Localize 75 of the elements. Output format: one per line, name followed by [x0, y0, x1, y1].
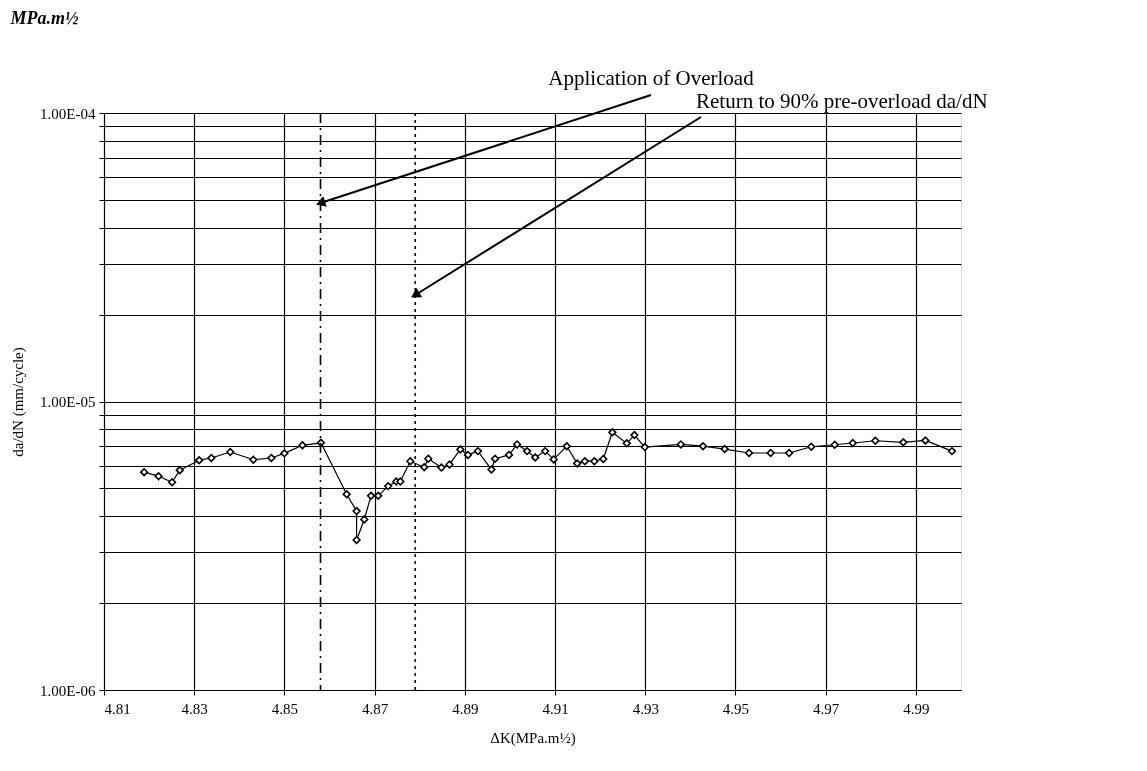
point	[573, 459, 582, 468]
ref-line-label: Return to 90% pre-overload da/dN	[696, 89, 988, 113]
x-tick-label: 4.89	[452, 700, 479, 717]
x-tick-label: 4.91	[542, 700, 569, 717]
point	[406, 457, 415, 466]
point	[549, 455, 558, 464]
point	[352, 535, 361, 545]
point	[599, 454, 608, 464]
y-axis-title: da/dN (mm/cycle)	[10, 347, 28, 457]
point	[630, 430, 639, 440]
point	[522, 446, 532, 456]
point	[437, 463, 446, 472]
point	[490, 454, 500, 463]
ref-line-label: Application of Overload	[548, 66, 755, 90]
point	[807, 442, 816, 451]
point	[267, 453, 276, 463]
point	[513, 440, 522, 449]
point	[608, 428, 617, 437]
point	[384, 481, 393, 491]
point	[848, 438, 857, 448]
x-axis-title: ΔK(MPa.m½)	[490, 729, 576, 747]
x-tick-label: 4.87	[362, 700, 389, 717]
point	[167, 478, 177, 487]
point	[175, 466, 184, 475]
point	[698, 442, 708, 451]
x-tick-label: 4.93	[632, 700, 659, 717]
x-tick-label: 4.83	[181, 700, 208, 717]
x-tick-label: 4.85	[271, 700, 299, 717]
point	[360, 515, 369, 524]
point	[487, 465, 496, 474]
point	[463, 450, 473, 460]
y-tick-label: 1.00E-05	[40, 394, 96, 410]
point	[473, 446, 483, 456]
point	[766, 448, 775, 458]
point	[396, 477, 405, 486]
point	[540, 446, 550, 456]
point	[366, 491, 376, 500]
point	[280, 449, 289, 458]
point	[249, 455, 258, 464]
y-tick-label: 1.00E-04	[40, 105, 96, 122]
point	[720, 444, 729, 454]
point	[195, 456, 204, 465]
point	[456, 445, 465, 454]
point	[298, 441, 307, 450]
point	[871, 436, 880, 445]
x-tick-label: 4.95	[722, 700, 750, 717]
point	[562, 442, 571, 451]
point	[504, 450, 514, 460]
point	[744, 448, 754, 458]
x-tick-label: 4.99	[903, 700, 930, 717]
point	[899, 438, 908, 447]
point	[154, 472, 163, 481]
point	[676, 440, 686, 449]
point	[374, 491, 383, 500]
point	[352, 506, 361, 516]
point	[226, 447, 235, 457]
point	[531, 453, 540, 462]
x-tick-label: 4.97	[813, 700, 840, 717]
point	[921, 436, 930, 445]
point	[784, 448, 794, 458]
chart-title: MPa.m½	[9, 8, 80, 28]
point	[139, 468, 149, 477]
point	[424, 454, 433, 463]
y-tick-label: 1.00E-06	[40, 682, 96, 699]
point	[207, 453, 216, 463]
point	[590, 457, 599, 466]
point	[420, 463, 429, 472]
point	[580, 457, 589, 466]
point	[445, 460, 454, 469]
point	[947, 446, 957, 456]
x-tick-label: 4.81	[104, 700, 131, 717]
point	[622, 439, 631, 448]
point	[342, 490, 351, 499]
point	[830, 440, 839, 449]
point	[640, 442, 649, 452]
